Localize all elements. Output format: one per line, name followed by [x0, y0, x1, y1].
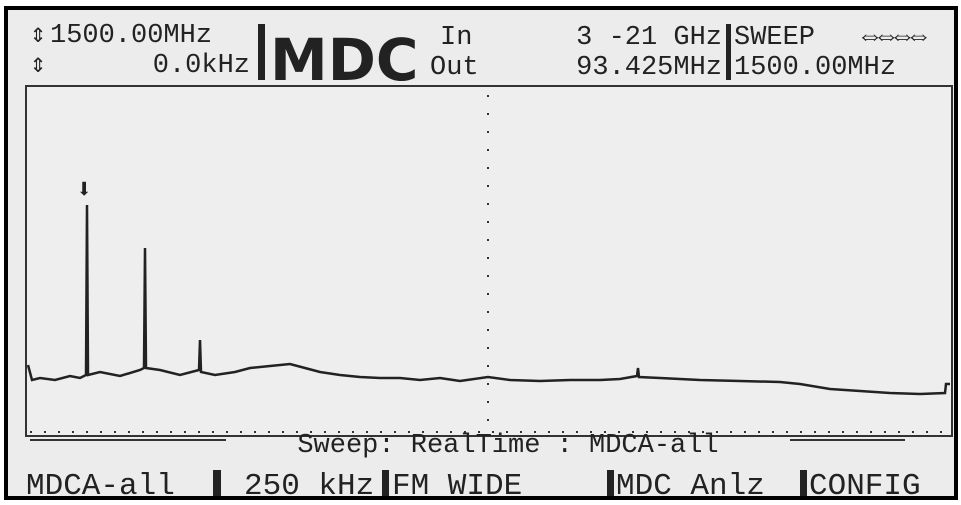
output-label: Out [430, 53, 479, 83]
spectrum-plot: ⬇ [25, 85, 953, 437]
center-frequency: 1500.00MHz [50, 21, 212, 51]
output-frequency: 93.425MHz [576, 53, 722, 83]
frequency-offset: 0.0kHz [153, 51, 250, 81]
arrow-icon: ⇕ [30, 21, 46, 51]
separator [258, 24, 265, 80]
soft-key-menu: MDCA-all 250 kHz FM WIDE MDC Anlz CONFIG [26, 469, 921, 504]
menu-item[interactable]: MDCA-all [26, 469, 175, 504]
separator [213, 470, 221, 496]
separator [726, 24, 731, 80]
header: ⇕ 1500.00MHz ⇕ 0.0kHz MDC In 3 -21 GHz O… [30, 21, 928, 94]
peak-marker: ⬇ [76, 177, 92, 207]
menu-item[interactable]: FM WIDE [392, 469, 522, 504]
input-label: In [440, 23, 472, 53]
mode-title: MDC [270, 26, 418, 94]
separator [607, 470, 614, 496]
input-range: 3 -21 GHz [576, 23, 722, 53]
separator [382, 470, 389, 496]
menu-item[interactable]: 250 kHz [244, 469, 374, 504]
arrow-icons: ⇔⇔⇔⇔ [862, 23, 928, 53]
arrow-icon: ⇕ [30, 51, 46, 81]
menu-item[interactable]: CONFIG [809, 469, 921, 504]
spectrum-trace [26, 204, 950, 396]
sweep-frequency: 1500.00MHz [734, 53, 896, 83]
separator [800, 470, 807, 496]
status-line: Sweep: RealTime : MDCA-all [297, 431, 718, 461]
sweep-mode: SWEEP [734, 23, 815, 53]
menu-item[interactable]: MDC Anlz [616, 469, 765, 504]
